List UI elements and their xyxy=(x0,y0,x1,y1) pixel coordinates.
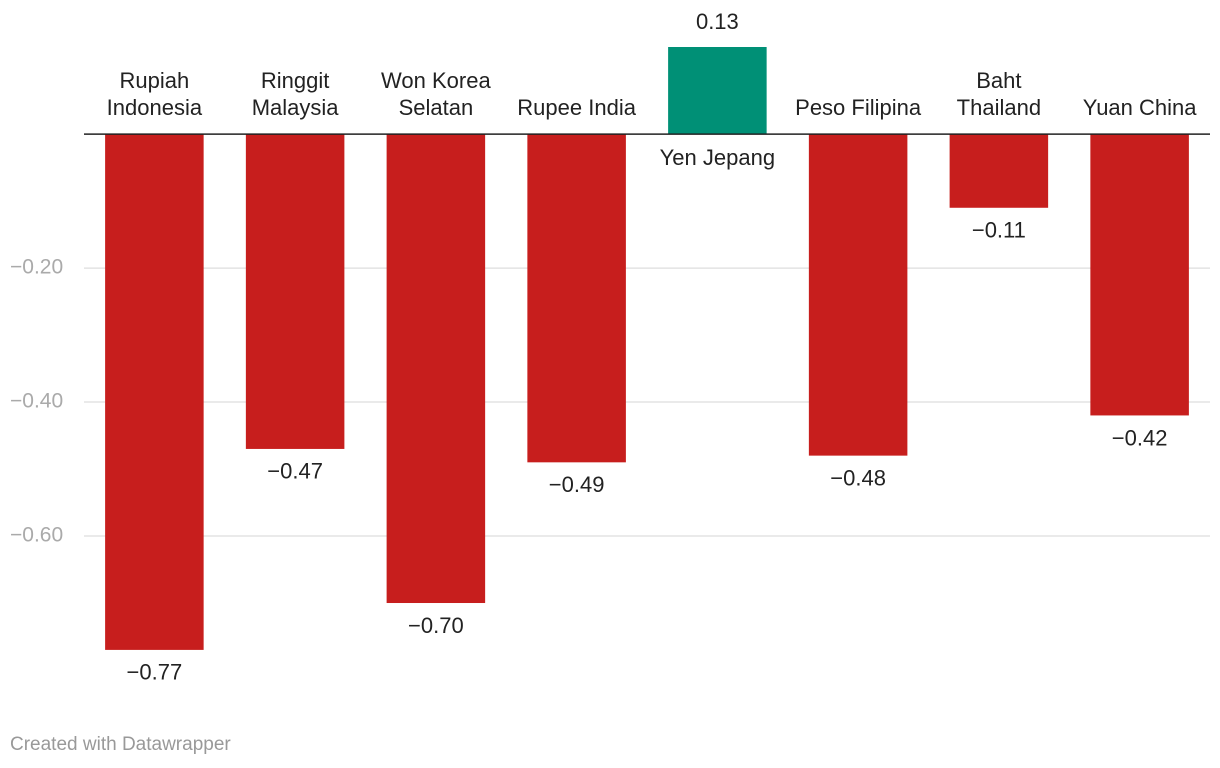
x-tick-label: Rupee India xyxy=(517,95,636,120)
x-tick-label: Rupiah Indonesia xyxy=(107,68,203,120)
bar xyxy=(668,47,767,135)
value-label: −0.47 xyxy=(267,459,323,484)
value-label: −0.42 xyxy=(1112,425,1168,450)
y-tick-label: −0.60 xyxy=(10,524,63,547)
value-label: −0.49 xyxy=(549,472,605,497)
x-tick-label: Ringgit Malaysia xyxy=(252,68,340,120)
bar xyxy=(949,134,1049,208)
value-label: −0.70 xyxy=(408,613,464,638)
x-tick-label: Yuan China xyxy=(1083,95,1198,120)
y-tick-label: −0.20 xyxy=(10,256,63,279)
value-label: −0.48 xyxy=(830,465,886,490)
bar xyxy=(245,134,345,449)
bar xyxy=(1090,134,1189,416)
value-label: −0.11 xyxy=(972,218,1026,243)
value-label: 0.13 xyxy=(696,9,739,34)
x-tick-label: Yen Jepang xyxy=(660,145,775,170)
bar xyxy=(808,134,908,456)
x-tick-label: Won Korea Selatan xyxy=(381,68,491,120)
bar xyxy=(105,134,204,650)
value-label: −0.77 xyxy=(127,660,183,685)
bar xyxy=(527,134,626,463)
y-tick-label: −0.40 xyxy=(10,390,63,413)
x-tick-label: Peso Filipina xyxy=(795,95,922,120)
footer: Created with Datawrapper xyxy=(10,734,231,755)
x-tick-label: Baht Thailand xyxy=(957,68,1041,120)
bar xyxy=(386,134,486,604)
